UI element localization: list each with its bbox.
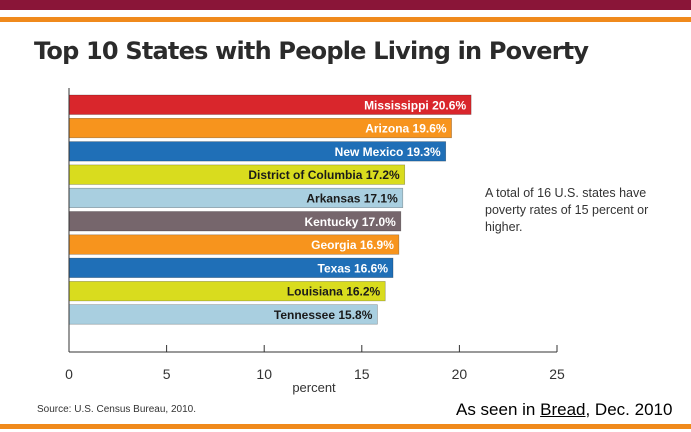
bottom-orange-rule: [0, 424, 691, 429]
x-tick-label: 20: [452, 366, 468, 382]
bar-label: Georgia 16.9%: [311, 238, 394, 252]
bar-label: Arizona 19.6%: [365, 122, 447, 136]
credit-prefix: As seen in: [456, 400, 541, 419]
credit-suffix: , Dec. 2010: [585, 400, 673, 419]
bar-label: Texas 16.6%: [318, 261, 389, 275]
x-axis-label: percent: [292, 380, 336, 395]
bar-label: New Mexico 19.3%: [335, 145, 441, 159]
publication-name: Bread: [540, 400, 586, 419]
x-tick-label: 25: [549, 366, 565, 382]
top-color-band: [0, 0, 691, 10]
bar-label: Tennessee 15.8%: [274, 308, 373, 322]
chart-title: Top 10 States with People Living in Pove…: [34, 37, 589, 65]
bar-label: Mississippi 20.6%: [364, 98, 466, 112]
bars-group: Mississippi 20.6% Arizona 19.6% New Mexico…: [68, 94, 472, 325]
x-tick-label: 5: [163, 366, 171, 382]
x-axis: 0 5 10 15 20 25 percent: [65, 88, 565, 395]
bar-label: Arkansas 17.1%: [306, 191, 398, 205]
x-tick-label: 15: [354, 366, 370, 382]
annotation-note: A total of 16 U.S. states have poverty r…: [485, 186, 649, 234]
source-text: Source: U.S. Census Bureau, 2010.: [37, 404, 196, 415]
top-orange-rule: [0, 17, 691, 22]
bar-label: Louisiana 16.2%: [287, 285, 381, 299]
x-tick-label: 10: [256, 366, 272, 382]
credit-line: As seen in Bread, Dec. 2010: [456, 400, 672, 420]
bar-label: Kentucky 17.0%: [304, 215, 396, 229]
bar-label: District of Columbia 17.2%: [248, 168, 400, 182]
x-tick-label: 0: [65, 366, 73, 382]
